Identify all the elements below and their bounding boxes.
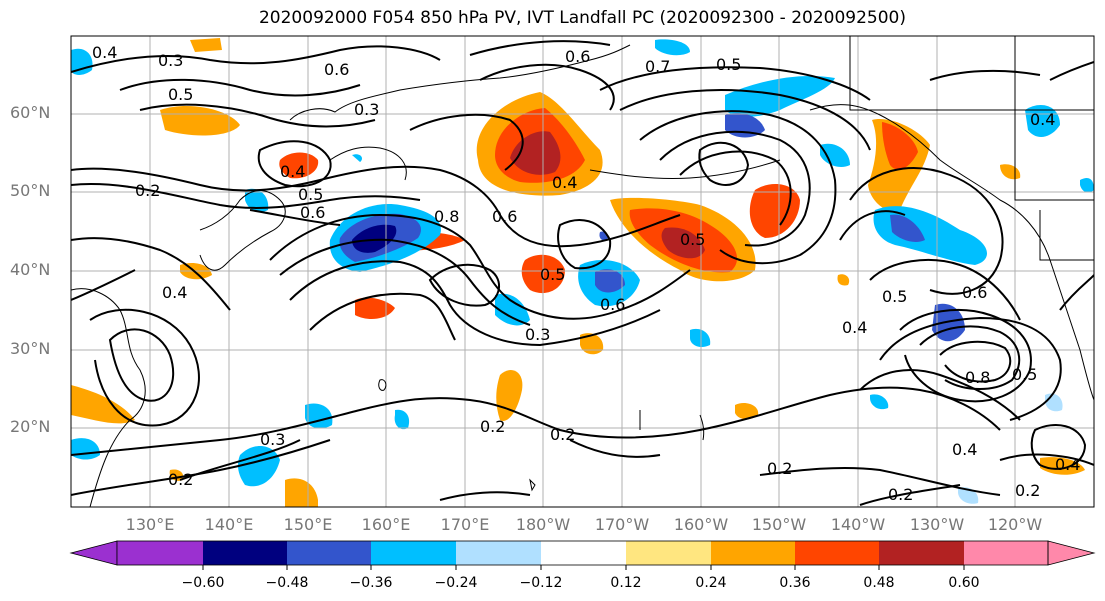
colorbar-tick-label: −0.60 [181,575,225,591]
lon-label: 130°E [125,515,175,534]
lon-label: 160°E [361,515,411,534]
colorbar-tick-label: −0.36 [349,575,393,591]
contour-label: 0.6 [492,207,517,226]
contour-label: 0.5 [298,185,323,204]
colorbar-swatch [456,541,541,565]
colorbar-extend-high [1047,540,1096,566]
colorbar-swatch [541,541,626,565]
lat-label-20n: 20°N [10,417,51,436]
lon-label: 140°W [830,515,886,534]
graticule [71,36,1094,507]
contour-label: 0.6 [300,203,325,222]
contour-label: 0.5 [1012,365,1037,384]
colorbar-extend-low [69,540,118,566]
contour-labels: 0.4 0.3 0.6 0.3 0.5 0.4 0.5 0.6 0.8 0.6 … [92,43,1080,504]
contour-label: 0.5 [716,55,741,74]
contour-label: 0.4 [842,318,867,337]
pv-contours [71,40,1094,506]
colorbar-swatch [711,541,795,565]
contour-label: 0.8 [965,368,990,387]
lon-label: 170°W [594,515,650,534]
contour-label: 0.6 [565,47,590,66]
contour-label: 0.2 [480,417,505,436]
lon-label: 170°E [440,515,490,534]
contour-label: 0.4 [280,162,305,181]
contour-label: 0.3 [354,100,379,119]
lon-label: 120°W [987,515,1043,534]
contour-label: 0.3 [260,430,285,449]
lon-label: 130°W [909,515,965,534]
map-frame [70,35,1095,508]
colorbar-tick-label: 0.24 [695,575,727,591]
map-title: 2020092000 F054 850 hPa PV, IVT Landfall… [258,8,906,28]
colorbar-swatch [879,541,964,565]
lon-label: 160°W [673,515,729,534]
colorbar-swatch [287,541,371,565]
colorbar-tick-label: 0.12 [610,575,642,591]
colorbar-swatch [203,541,287,565]
lat-label-30n: 30°N [10,339,51,358]
colorbar-swatch [371,541,456,565]
coastlines [71,36,1094,507]
contour-label: 0.5 [540,265,565,284]
contour-label: 0.5 [680,230,705,249]
contour-label: 0.4 [1030,110,1055,129]
contour-label: 0.8 [434,207,459,226]
contour-label: 0.3 [525,325,550,344]
lat-label-50n: 50°N [10,181,51,200]
colorbar-swatch [964,541,1048,565]
contour-label: 0.2 [135,181,160,200]
contour-label: 0.6 [962,283,987,302]
lon-label: 150°W [751,515,807,534]
colorbar-swatch [795,541,879,565]
contour-label: 0.5 [168,85,193,104]
contour-label: 0.2 [168,470,193,489]
colorbar-tick-label: 0.48 [863,575,895,591]
contour-label: 0.4 [552,173,577,192]
contour-label: 0.4 [92,43,117,62]
lon-label: 180°W [515,515,571,534]
contour-label: 0.4 [162,283,187,302]
colorbar-tick-label: 0.36 [779,575,811,591]
lon-label: 150°E [283,515,333,534]
colorbar-tick-label: −0.24 [434,575,478,591]
colorbar-swatch [626,541,711,565]
contour-label: 0.2 [550,425,575,444]
contour-label: 0.2 [767,459,792,478]
contour-label: 0.4 [952,440,977,459]
lon-label: 140°E [204,515,254,534]
contour-label: 0.2 [1015,481,1040,500]
contour-label: 0.5 [882,287,907,306]
contour-label: 0.3 [158,51,183,70]
colorbar-tick-label: −0.48 [265,575,309,591]
contour-label: 0.6 [600,295,625,314]
contour-label: 0.4 [1055,455,1080,474]
colorbar-frame [116,540,1049,566]
contour-label: 0.7 [645,57,670,76]
contour-label: 0.2 [888,485,913,504]
contour-label: 0.6 [324,60,349,79]
colorbar [69,540,1096,570]
lat-label-40n: 40°N [10,260,51,279]
colorbar-tick-label: 0.60 [948,575,980,591]
lat-label-60n: 60°N [10,103,51,122]
colorbar-swatch [117,541,203,565]
colorbar-tick-label: −0.12 [519,575,563,591]
